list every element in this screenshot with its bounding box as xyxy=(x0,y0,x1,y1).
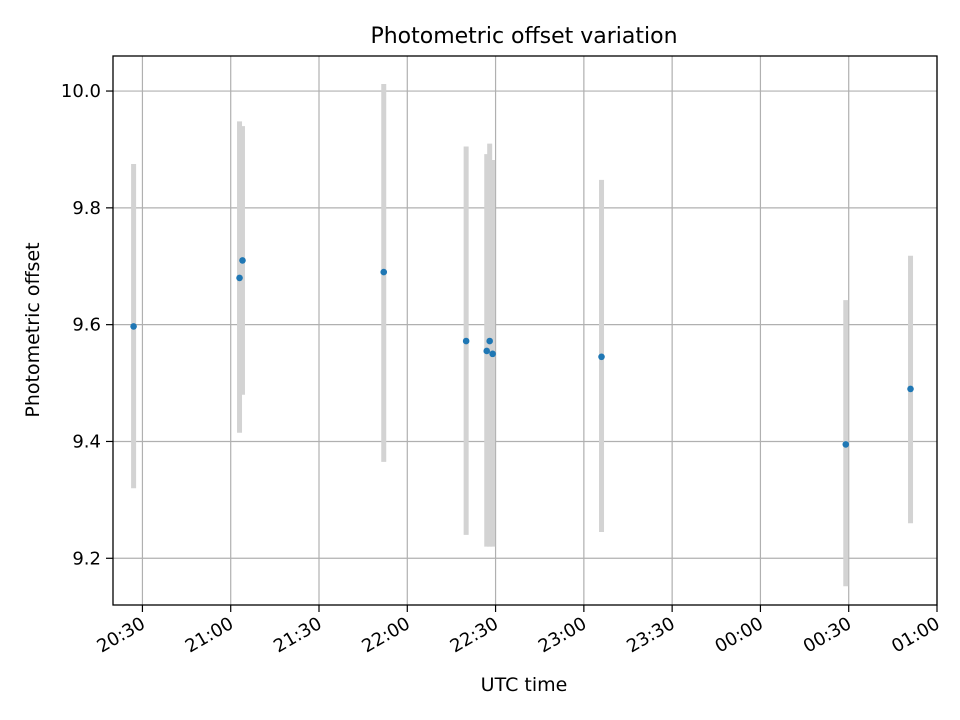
x-tick-label: 21:30 xyxy=(270,613,325,657)
x-tick-label: 21:00 xyxy=(182,613,237,657)
y-axis-ticks: 9.2 9.4 9.6 9.8 10.0 xyxy=(61,81,113,569)
data-point xyxy=(842,441,850,448)
x-tick-label: 22:30 xyxy=(447,613,502,657)
x-axis-label: UTC time xyxy=(481,674,568,696)
data-point xyxy=(239,257,246,264)
y-tick-label: 9.4 xyxy=(72,431,101,452)
x-tick-label: 01:00 xyxy=(888,613,943,657)
chart-title: Photometric offset variation xyxy=(370,24,677,49)
data-point xyxy=(489,350,496,358)
data-point xyxy=(483,347,491,355)
x-tick-label: 00:30 xyxy=(800,613,855,657)
y-tick-label: 9.6 xyxy=(72,315,101,336)
data-point xyxy=(486,337,493,345)
x-axis-ticks: 20:30 21:00 21:30 22:00 22:30 23:00 23:30 00:00… xyxy=(94,605,944,657)
grid xyxy=(113,56,938,605)
x-tick-label: 20:30 xyxy=(94,613,149,657)
data-point xyxy=(130,323,137,330)
data-point xyxy=(380,268,388,276)
x-tick-label: 22:00 xyxy=(358,613,413,657)
plot-frame xyxy=(112,55,938,606)
y-tick-label: 9.8 xyxy=(72,198,101,219)
data-points xyxy=(130,257,914,448)
y-axis-label: Photometric offset xyxy=(22,242,44,417)
data-point xyxy=(598,353,605,361)
data-point xyxy=(907,385,914,393)
x-tick-label: 23:00 xyxy=(535,613,590,657)
data-point xyxy=(236,274,243,282)
data-point xyxy=(462,337,470,345)
y-tick-label: 10.0 xyxy=(61,81,101,102)
x-tick-label: 23:30 xyxy=(623,613,678,657)
error-bars xyxy=(131,84,914,587)
x-tick-label: 00:00 xyxy=(712,613,767,657)
y-tick-label: 9.2 xyxy=(72,548,101,569)
